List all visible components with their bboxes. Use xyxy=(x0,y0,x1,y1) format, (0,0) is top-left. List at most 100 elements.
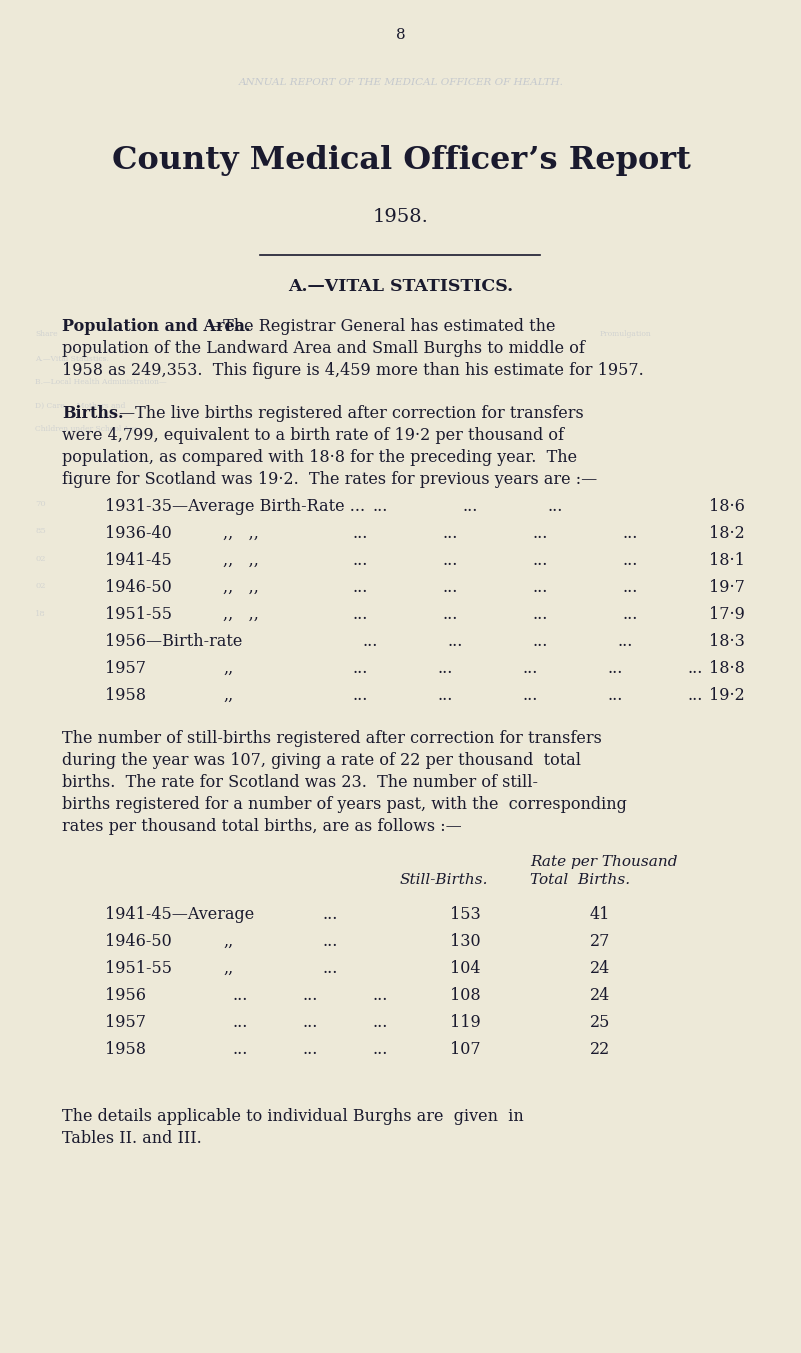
Text: 1951-55: 1951-55 xyxy=(105,961,172,977)
Text: during the year was 107, giving a rate of 22 per thousand  total: during the year was 107, giving a rate o… xyxy=(62,752,581,769)
Text: ,,: ,, xyxy=(223,934,233,950)
Text: ...: ... xyxy=(302,1040,318,1058)
Text: 18·3: 18·3 xyxy=(709,633,745,649)
Text: ...: ... xyxy=(352,579,368,597)
Text: ...: ... xyxy=(447,633,463,649)
Text: ...: ... xyxy=(622,525,638,543)
Text: 1931-35—Average Birth-Rate ...: 1931-35—Average Birth-Rate ... xyxy=(105,498,365,515)
Text: ANNUAL REPORT OF THE MEDICAL OFFICER OF HEALTH.: ANNUAL REPORT OF THE MEDICAL OFFICER OF … xyxy=(239,78,563,87)
Text: ...: ... xyxy=(352,525,368,543)
Text: 1956—Birth-rate: 1956—Birth-rate xyxy=(105,633,243,649)
Text: The details applicable to individual Burghs are  given  in: The details applicable to individual Bur… xyxy=(62,1108,524,1124)
Text: 8: 8 xyxy=(396,28,406,42)
Text: ,,   ,,: ,, ,, xyxy=(223,552,259,570)
Text: ...: ... xyxy=(607,687,622,704)
Text: 18·6: 18·6 xyxy=(709,498,745,515)
Text: 1946-50: 1946-50 xyxy=(105,579,171,597)
Text: 1956: 1956 xyxy=(105,986,146,1004)
Text: County Medical Officer’s Report: County Medical Officer’s Report xyxy=(111,145,690,176)
Text: 19·7: 19·7 xyxy=(709,579,745,597)
Text: 02: 02 xyxy=(35,582,46,590)
Text: 153: 153 xyxy=(450,907,481,923)
Text: ,,   ,,: ,, ,, xyxy=(223,579,259,597)
Text: Total  Births.: Total Births. xyxy=(530,873,630,888)
Text: ...: ... xyxy=(322,934,338,950)
Text: ...: ... xyxy=(533,579,548,597)
Text: 25: 25 xyxy=(590,1013,610,1031)
Text: 17·9: 17·9 xyxy=(709,606,745,622)
Text: 85: 85 xyxy=(35,528,46,534)
Text: 119: 119 xyxy=(450,1013,481,1031)
Text: B.—Local Health Administration—: B.—Local Health Administration— xyxy=(35,377,167,386)
Text: ...: ... xyxy=(442,525,457,543)
Text: 1936-40: 1936-40 xyxy=(105,525,171,543)
Text: ...: ... xyxy=(352,552,368,570)
Text: Births.: Births. xyxy=(62,405,123,422)
Text: 24: 24 xyxy=(590,961,610,977)
Text: A.—Vital Statistics.: A.—Vital Statistics. xyxy=(35,354,109,363)
Text: ,,: ,, xyxy=(223,961,233,977)
Text: ...: ... xyxy=(232,1013,248,1031)
Text: 104: 104 xyxy=(450,961,481,977)
Text: 1951-55: 1951-55 xyxy=(105,606,172,622)
Text: 1957: 1957 xyxy=(105,660,146,676)
Text: 1958.: 1958. xyxy=(373,208,429,226)
Text: were 4,799, equivalent to a birth rate of 19·2 per thousand of: were 4,799, equivalent to a birth rate o… xyxy=(62,428,564,444)
Text: ...: ... xyxy=(352,606,368,622)
Text: ...: ... xyxy=(522,687,537,704)
Text: ...: ... xyxy=(442,579,457,597)
Text: ...: ... xyxy=(533,525,548,543)
Text: ...: ... xyxy=(302,986,318,1004)
Text: 18·1: 18·1 xyxy=(709,552,745,570)
Text: D) Care ... Mothers and: D) Care ... Mothers and xyxy=(35,402,126,410)
Text: 18·2: 18·2 xyxy=(709,525,745,543)
Text: Tables II. and III.: Tables II. and III. xyxy=(62,1130,202,1147)
Text: Still-Births.: Still-Births. xyxy=(400,873,489,888)
Text: births.  The rate for Scotland was 23.  The number of still-: births. The rate for Scotland was 23. Th… xyxy=(62,774,538,792)
Text: Share: Share xyxy=(35,330,58,338)
Text: 18·8: 18·8 xyxy=(709,660,745,676)
Text: ...: ... xyxy=(622,552,638,570)
Text: ...: ... xyxy=(302,1013,318,1031)
Text: ...: ... xyxy=(607,660,622,676)
Text: 18: 18 xyxy=(35,610,46,618)
Text: population of the Landward Area and Small Burghs to middle of: population of the Landward Area and Smal… xyxy=(62,340,585,357)
Text: ...: ... xyxy=(372,1040,388,1058)
Text: ...: ... xyxy=(618,633,633,649)
Text: 1957: 1957 xyxy=(105,1013,146,1031)
Text: ...: ... xyxy=(622,579,638,597)
Text: ...: ... xyxy=(352,660,368,676)
Text: ...: ... xyxy=(352,687,368,704)
Text: ...: ... xyxy=(687,660,702,676)
Text: ...: ... xyxy=(437,660,453,676)
Text: Population and Area.: Population and Area. xyxy=(62,318,251,336)
Text: ...: ... xyxy=(547,498,562,515)
Text: ,,   ,,: ,, ,, xyxy=(223,525,259,543)
Text: Promulgation: Promulgation xyxy=(600,330,652,338)
Text: ,,   ,,: ,, ,, xyxy=(223,606,259,622)
Text: ...: ... xyxy=(522,660,537,676)
Text: ...: ... xyxy=(437,687,453,704)
Text: ...: ... xyxy=(232,1040,248,1058)
Text: 70: 70 xyxy=(35,501,46,507)
Text: 19·2: 19·2 xyxy=(709,687,745,704)
Text: figure for Scotland was 19·2.  The rates for previous years are :—: figure for Scotland was 19·2. The rates … xyxy=(62,471,598,488)
Text: 27: 27 xyxy=(590,934,610,950)
Text: ...: ... xyxy=(462,498,477,515)
Text: 24: 24 xyxy=(590,986,610,1004)
Text: ...: ... xyxy=(533,552,548,570)
Text: —The live births registered after correction for transfers: —The live births registered after correc… xyxy=(119,405,584,422)
Text: 41: 41 xyxy=(590,907,610,923)
Text: ...: ... xyxy=(533,606,548,622)
Text: rates per thousand total births, are as follows :—: rates per thousand total births, are as … xyxy=(62,819,461,835)
Text: ...: ... xyxy=(232,986,248,1004)
Text: ...: ... xyxy=(687,687,702,704)
Text: ...: ... xyxy=(442,552,457,570)
Text: Rate per Thousand: Rate per Thousand xyxy=(530,855,678,869)
Text: 130: 130 xyxy=(450,934,481,950)
Text: 1946-50: 1946-50 xyxy=(105,934,171,950)
Text: ...: ... xyxy=(322,907,338,923)
Text: ...: ... xyxy=(322,961,338,977)
Text: 1958: 1958 xyxy=(105,687,146,704)
Text: ...: ... xyxy=(622,606,638,622)
